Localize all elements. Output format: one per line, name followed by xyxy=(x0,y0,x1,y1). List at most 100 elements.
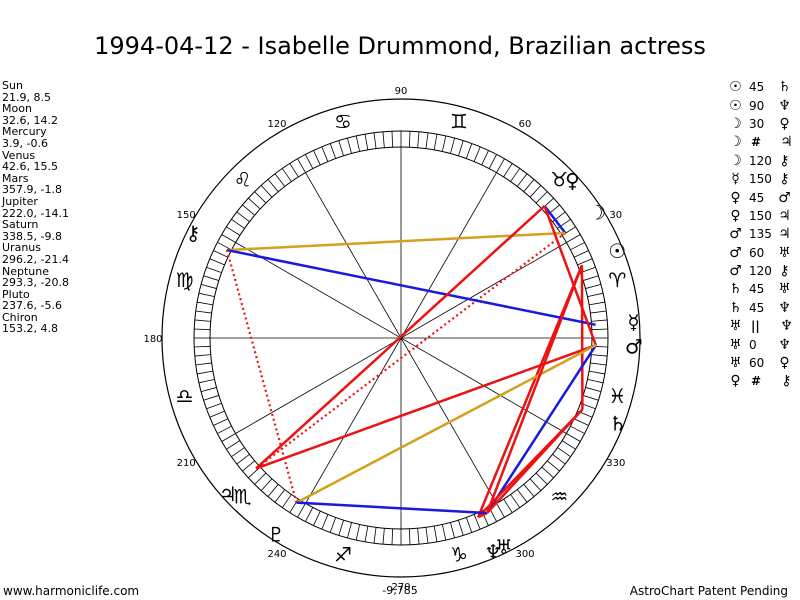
aspect-planet-1-icon: ☿ xyxy=(731,171,740,188)
band-tick xyxy=(561,440,576,450)
band-tick xyxy=(221,433,236,442)
chart-title: 1994-04-12 - Isabelle Drummond, Brazilia… xyxy=(94,32,706,60)
band-tick xyxy=(347,137,352,154)
aspect-row: ♀ 150 ♃ xyxy=(726,207,796,225)
planet-glyph-icon: ☽ xyxy=(588,200,606,224)
band-tick xyxy=(236,453,250,465)
planet-glyph-icon: ♇ xyxy=(267,523,285,547)
planet-position: 42.6, 15.5 xyxy=(2,160,58,174)
aspect-line xyxy=(477,408,584,518)
footer-website[interactable]: www.harmoniclife.com xyxy=(3,584,140,598)
aspect-planet-1-icon: ☉ xyxy=(729,97,742,114)
band-tick xyxy=(408,131,411,148)
band-tick xyxy=(425,132,429,149)
aspect-planet-1-icon: ♀ xyxy=(730,207,741,224)
degree-label: 270 xyxy=(391,582,410,593)
band-tick xyxy=(213,418,229,426)
zodiac-sign-icon: ♌ xyxy=(234,168,252,192)
band-tick xyxy=(433,134,438,150)
band-tick xyxy=(450,522,455,539)
aspect-angle: 150 xyxy=(749,172,772,187)
aspect-line xyxy=(543,205,598,346)
planet-position: 357.9, -1.8 xyxy=(2,183,62,197)
planet-glyph-icon: ♆ xyxy=(484,540,502,564)
planet-position: 296.2, -21.4 xyxy=(2,252,69,266)
aspect-planet-2-icon: ⚷ xyxy=(779,171,790,188)
band-tick xyxy=(313,150,321,166)
planet-position: 153.2, 4.8 xyxy=(2,322,58,336)
degree-label: 210 xyxy=(177,458,196,469)
aspect-row: ♅ 60 ♀ xyxy=(726,354,796,372)
aspect-planet-1-icon: ♂ xyxy=(729,244,742,261)
band-tick xyxy=(254,191,267,204)
aspect-planet-1-icon: ♀ xyxy=(730,189,741,206)
planet-position: 237.6, -5.6 xyxy=(2,299,62,313)
band-tick xyxy=(488,154,497,169)
planet-glyph-icon: ♃ xyxy=(219,482,237,506)
band-tick xyxy=(570,425,585,434)
aspect-planet-2-icon: ♃ xyxy=(780,134,793,151)
band-tick xyxy=(198,292,215,298)
aspect-angle: 90 xyxy=(749,98,765,113)
band-tick xyxy=(481,150,489,166)
band-tick xyxy=(274,173,286,187)
aspect-planet-1-icon: ♀ xyxy=(730,373,741,390)
aspect-row: ♂ 120 ⚷ xyxy=(726,262,796,280)
band-tick xyxy=(305,154,314,169)
band-tick xyxy=(465,517,473,533)
band-tick xyxy=(347,522,352,539)
band-tick xyxy=(197,370,213,375)
aspect-angle: 135 xyxy=(749,227,772,242)
aspect-line xyxy=(580,265,584,410)
zodiac-sign-icon: ♒ xyxy=(550,484,568,508)
band-tick xyxy=(221,234,236,243)
aspect-planet-1-icon: ♄ xyxy=(729,299,742,316)
band-tick xyxy=(198,378,215,384)
band-tick xyxy=(417,528,420,545)
band-tick xyxy=(313,510,321,526)
band-tick xyxy=(297,158,306,173)
aspect-angle: # xyxy=(751,374,762,389)
band-tick xyxy=(408,528,411,545)
aspect-row: ♀ 45 ♂ xyxy=(726,188,796,206)
aspect-angle: 45 xyxy=(749,190,765,205)
band-tick xyxy=(441,524,447,541)
band-tick xyxy=(289,163,299,178)
aspect-planet-2-icon: ♆ xyxy=(778,299,791,316)
zodiac-sign-icon: ♐ xyxy=(334,542,352,566)
band-tick xyxy=(503,498,513,513)
aspect-line xyxy=(485,264,584,514)
band-tick xyxy=(465,143,473,159)
planet-glyph-icon: ⚷ xyxy=(186,221,201,245)
aspect-planet-1-icon: ♅ xyxy=(729,318,742,335)
band-tick xyxy=(535,472,548,485)
band-tick xyxy=(585,387,602,392)
aspect-planet-2-icon: ♀ xyxy=(779,355,790,372)
band-tick xyxy=(552,453,566,465)
aspect-planet-2-icon: ♆ xyxy=(778,97,791,114)
planet-name: Moon xyxy=(2,102,32,116)
aspect-planet-2-icon: ♀ xyxy=(779,115,790,132)
band-tick xyxy=(197,301,213,306)
band-tick xyxy=(364,526,369,542)
band-tick xyxy=(496,158,505,173)
zodiac-sign-icon: ♊ xyxy=(450,110,468,134)
degree-label: 120 xyxy=(267,119,286,130)
aspect-planet-1-icon: ☽ xyxy=(729,134,742,151)
aspect-row: ☽ # ♃ xyxy=(726,133,796,151)
band-tick xyxy=(329,517,337,533)
band-tick xyxy=(587,292,604,298)
band-tick xyxy=(281,168,292,182)
aspect-line xyxy=(486,344,597,514)
aspect-planet-2-icon: ⚷ xyxy=(781,373,792,390)
aspect-line xyxy=(296,501,488,515)
band-tick xyxy=(496,503,505,518)
aspect-angle: 45 xyxy=(749,80,765,95)
aspect-line xyxy=(543,205,567,234)
zodiac-sign-icon: ♋ xyxy=(334,110,352,134)
band-tick xyxy=(391,131,394,148)
band-tick xyxy=(355,524,361,541)
band-tick xyxy=(321,146,329,162)
band-tick xyxy=(591,319,608,322)
zodiac-sign-icon: ♎ xyxy=(176,384,194,408)
